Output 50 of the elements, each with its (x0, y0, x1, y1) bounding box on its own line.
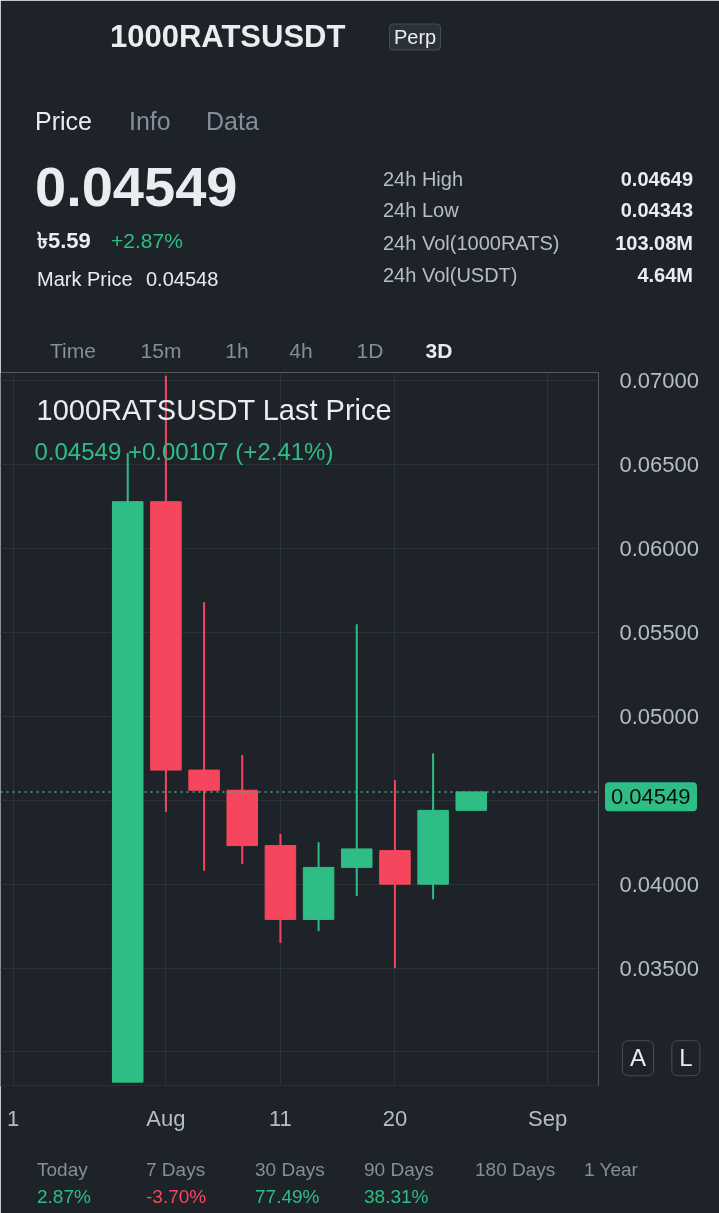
text: 15m (140, 338, 182, 364)
x-tick-label: 1 (7, 1105, 20, 1131)
text: 1D (356, 338, 384, 364)
text: 24h Vol(USDT) (383, 263, 518, 287)
x-tick-label: 20 (382, 1105, 408, 1131)
x-tick-label: Sep (528, 1105, 568, 1131)
text: 77.49% (255, 1186, 320, 1208)
y-tick-label: 0.05000 (619, 703, 700, 729)
text: ৳5.59 (37, 228, 91, 254)
text: 0.04548 (146, 267, 219, 291)
text: 0.04649 (620, 167, 693, 191)
text: 4h (289, 338, 313, 364)
text: Today (37, 1159, 88, 1181)
candlestick (188, 601, 220, 872)
y-tick-label: 0.06000 (619, 536, 700, 562)
text: 103.08M (615, 231, 693, 255)
text: 30 Days (255, 1159, 325, 1181)
text: 3D (425, 338, 453, 364)
x-tick-label: 11 (269, 1105, 292, 1131)
text: 4.64M (637, 263, 693, 287)
text: A (621, 1040, 655, 1076)
text: 1h (225, 338, 249, 364)
y-tick-label: 0.05500 (619, 620, 700, 646)
text: 90 Days (364, 1159, 434, 1181)
text: -3.70% (146, 1186, 207, 1208)
text: 7 Days (146, 1159, 206, 1181)
text: Data (206, 106, 259, 136)
text: +2.87% (111, 228, 183, 254)
text: Time (50, 338, 96, 364)
x-tick-label: Aug (146, 1105, 186, 1131)
y-tick-label: 0.06500 (619, 452, 700, 478)
text: 0.04343 (620, 198, 693, 222)
text: 1000RATSUSDT (110, 19, 346, 55)
text: Mark Price (37, 267, 133, 291)
y-tick-label: 0.04000 (619, 871, 700, 897)
text: 1 Year (584, 1159, 638, 1181)
y-tick-label: 0.07000 (619, 368, 700, 394)
text: 0.04549 (35, 154, 238, 220)
ref-line-label: 0.04549 (605, 781, 697, 812)
y-tick-label: 0.03500 (619, 955, 700, 981)
text: Price (35, 106, 92, 136)
text: Perp (389, 23, 442, 51)
text: 38.31% (364, 1186, 429, 1208)
text: 2.87% (37, 1186, 91, 1208)
text: L (671, 1040, 701, 1076)
text: 24h Low (383, 198, 459, 222)
text: Info (129, 106, 171, 136)
text: 180 Days (475, 1159, 556, 1181)
text: 24h High (383, 167, 464, 191)
text: 24h Vol(1000RATS) (383, 231, 560, 255)
